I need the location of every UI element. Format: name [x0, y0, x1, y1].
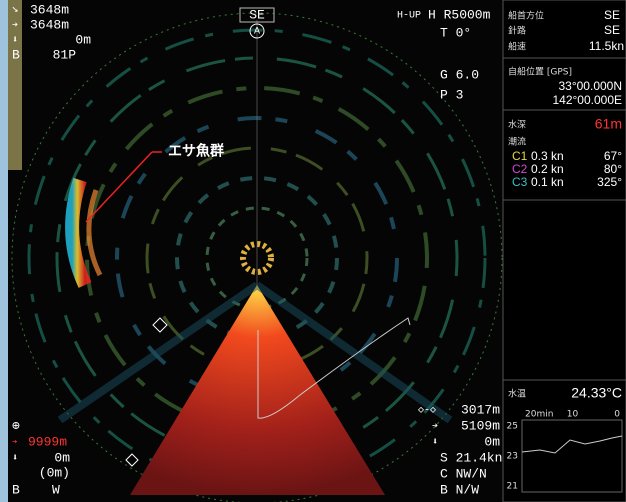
value: 11.5kn	[589, 39, 624, 53]
lat: 33°00.000N	[558, 79, 622, 93]
track-line	[257, 317, 411, 419]
current-name: C1	[512, 149, 528, 163]
range: H R5000m	[428, 7, 491, 22]
left-bottom: ⊕ ➔ 9999m ⬇ 0m (0m) B W	[12, 418, 70, 497]
a-mark: A	[254, 27, 260, 38]
info-panel: 船首方位 SE 針路 SE 船速 11.5kn 自船位置 [GPS] 33°00…	[502, 0, 626, 502]
markers	[125, 317, 168, 467]
value: 24.33°C	[571, 385, 622, 401]
x-label: 10	[567, 410, 579, 420]
current-speed: 0.2 kn	[531, 162, 564, 176]
fish-school	[65, 177, 92, 288]
depth: 0m	[54, 450, 70, 465]
range: 3017m	[461, 402, 500, 417]
side-edge	[0, 0, 8, 502]
a-marker	[249, 23, 265, 39]
label: 水深	[508, 119, 526, 131]
icon: ◇-◇	[418, 406, 436, 417]
icon: ⊕	[12, 418, 20, 433]
b-label: B	[12, 47, 20, 62]
range-circle	[11, 12, 503, 502]
current-dir: 80°	[604, 162, 622, 176]
speed: S 21.4kn	[440, 450, 502, 465]
depth: 0m	[484, 434, 500, 449]
range1: 3648m	[30, 2, 69, 17]
label: 船速	[508, 41, 526, 53]
right-bottom: ◇-◇ 3017m ➔ 5109m ⬇ 0m S 21.4kn C NW/N B…	[418, 402, 502, 497]
y-label: 25	[507, 422, 518, 432]
icon: ➔	[12, 21, 18, 32]
echo-ring	[145, 146, 369, 370]
p: P 3	[440, 87, 463, 102]
current-speed: 0.3 kn	[531, 149, 564, 163]
tilt: T 0°	[440, 25, 471, 40]
range: 9999m	[28, 434, 67, 449]
label: 針路	[508, 25, 526, 37]
label: 船首方位	[508, 10, 544, 22]
annotation: エサ魚群	[168, 143, 224, 159]
side-echo	[57, 281, 453, 424]
gain: G 6.0	[440, 67, 479, 82]
mode: H-UP	[397, 11, 421, 22]
annotation-leader	[85, 151, 153, 223]
label: 潮流	[508, 136, 526, 148]
current-dir: 325°	[597, 175, 622, 189]
graph-labels: 20min 10 0 25 23 21	[507, 410, 621, 492]
value: SE	[604, 8, 620, 22]
dist: 5109m	[461, 418, 500, 433]
label: 水温	[508, 388, 526, 400]
b-value: 81P	[53, 47, 77, 62]
center-echo	[240, 241, 274, 275]
current-name: C2	[512, 162, 528, 176]
y-label: 23	[507, 452, 518, 462]
x-label: 20min	[525, 410, 553, 420]
icon: ➔	[12, 437, 18, 447]
mode-info: H-UP H R5000m T 0° G 6.0 P 3	[397, 7, 491, 102]
sonar-image	[11, 7, 503, 502]
heading-mark: SE	[249, 7, 265, 22]
depth2: (0m)	[39, 465, 70, 480]
value: 61m	[595, 116, 622, 132]
current-speed: 0.1 kn	[531, 175, 564, 189]
icon: ⬇	[12, 454, 18, 465]
label: 自船位置 [GPS]	[508, 66, 572, 78]
graph-frame	[521, 419, 623, 493]
current-name: C3	[512, 175, 528, 189]
lon: 142°00.000E	[552, 93, 622, 107]
b: B	[12, 482, 20, 497]
icon: ➔	[432, 422, 438, 433]
heading-box	[239, 7, 275, 23]
depth: 0m	[75, 32, 91, 47]
current-dir: 67°	[604, 149, 622, 163]
current-rows: C1 0.3 kn 67° C2 0.2 kn 80° C3 0.1 kn 325°	[512, 149, 622, 189]
left-top: ➘ 3648m ➔ 3648m ⬇ 0m B 81P	[12, 2, 91, 62]
value: SE	[604, 23, 620, 37]
course: C NW/N	[440, 466, 487, 481]
range2: 3648m	[30, 17, 69, 32]
fish-school	[86, 189, 103, 277]
panel-bg	[502, 0, 626, 502]
x-label: 0	[614, 410, 620, 420]
icon: ➘	[12, 6, 18, 17]
temp-line	[521, 435, 623, 454]
w: W	[52, 482, 60, 497]
echo-ring	[55, 56, 459, 460]
icon: ⬇	[12, 36, 18, 47]
y-label: 21	[507, 482, 518, 492]
bearing: B N/W	[440, 482, 479, 497]
echo-ring	[205, 206, 309, 310]
icon: ⬇	[432, 438, 438, 449]
